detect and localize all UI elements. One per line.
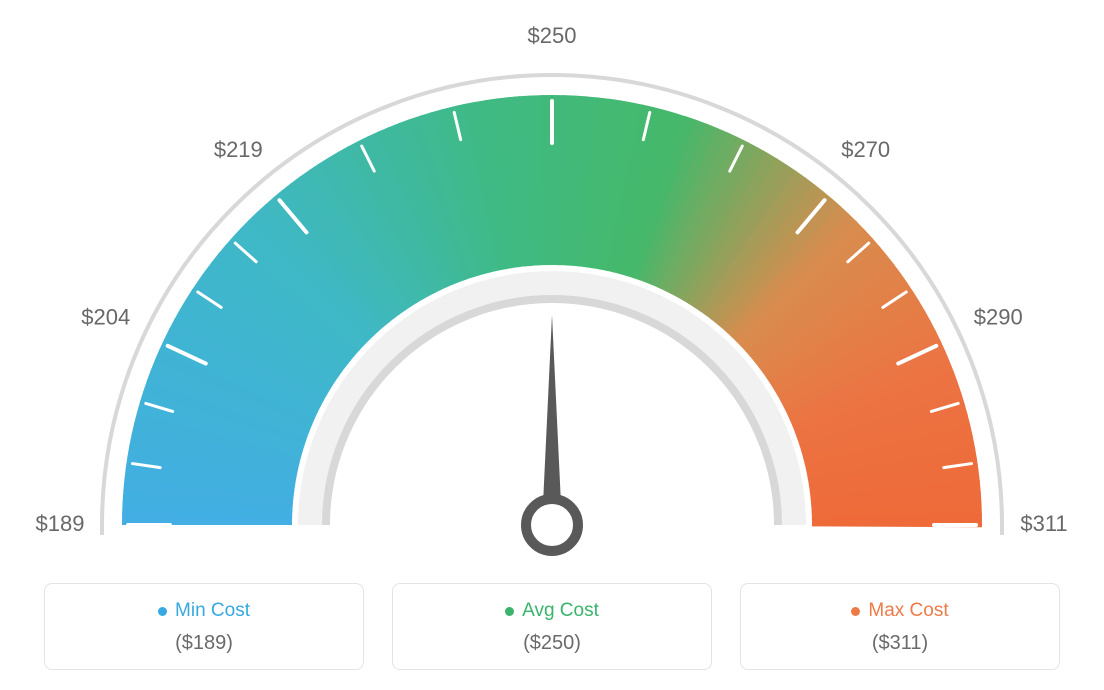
legend-label-max: Max Cost: [868, 600, 948, 622]
svg-text:$204: $204: [81, 305, 130, 330]
legend-row: Min Cost ($189) Avg Cost ($250) Max Cost…: [0, 583, 1104, 670]
svg-text:$290: $290: [974, 305, 1023, 330]
legend-value-max: ($311): [751, 632, 1049, 655]
legend-card-avg: Avg Cost ($250): [392, 583, 712, 670]
legend-label-avg: Avg Cost: [522, 600, 599, 622]
legend-card-max: Max Cost ($311): [740, 583, 1060, 670]
legend-dot-max: [851, 607, 860, 616]
legend-dot-avg: [505, 607, 514, 616]
legend-dot-min: [158, 607, 167, 616]
gauge-chart: $189 $204 $219 $250 $270 $290 $311: [0, 0, 1104, 560]
legend-card-min: Min Cost ($189): [44, 583, 364, 670]
svg-text:$270: $270: [841, 137, 890, 162]
svg-text:$189: $189: [36, 511, 85, 536]
svg-text:$311: $311: [1020, 511, 1067, 536]
legend-value-min: ($189): [55, 632, 353, 655]
legend-value-avg: ($250): [403, 632, 701, 655]
legend-label-min: Min Cost: [175, 600, 250, 622]
svg-text:$219: $219: [214, 137, 263, 162]
svg-text:$250: $250: [528, 23, 577, 48]
